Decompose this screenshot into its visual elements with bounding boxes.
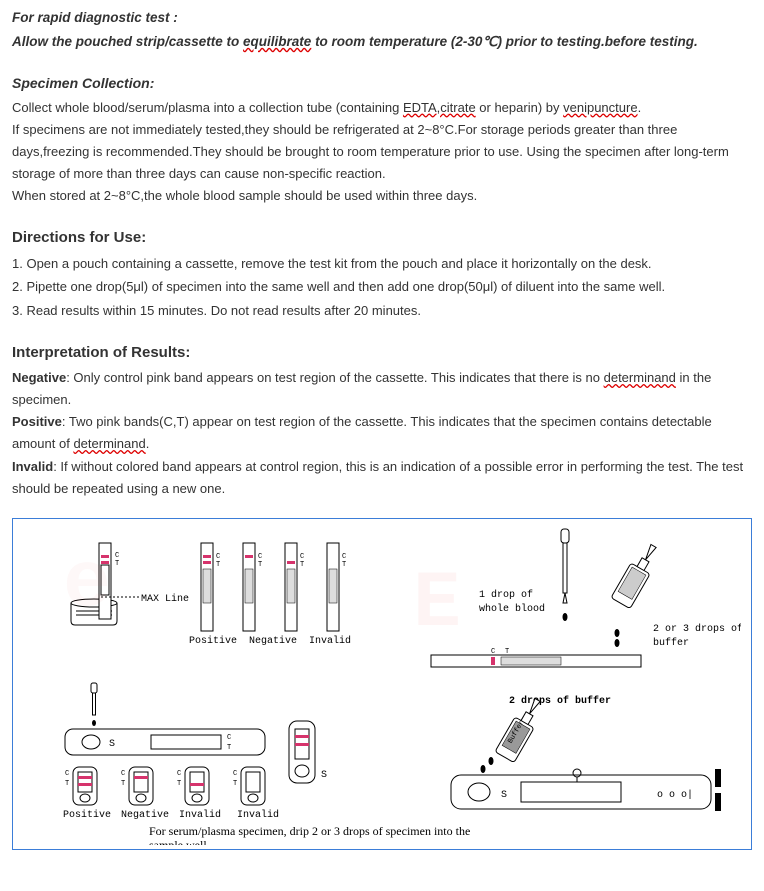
diagram-container: E e C T MAX Line C T: [12, 518, 752, 850]
svg-text:T: T: [121, 780, 125, 788]
interp-head: Interpretation of Results:: [12, 344, 752, 361]
svg-text:T: T: [177, 780, 181, 788]
cassette-long-icon: S C T: [65, 729, 265, 755]
sp1c: .: [638, 100, 642, 115]
equilibrate-word: equilibrate: [243, 34, 311, 49]
diagram-footer-2: sample well.: [149, 838, 210, 845]
svg-text:C: C: [491, 648, 495, 656]
edta-word: EDTA,citrate: [403, 100, 476, 115]
buffer23-lbl: 2 or 3 drops of: [653, 623, 741, 635]
inv-a: : If without colored band appears at con…: [12, 459, 743, 496]
directions-head: Directions for Use:: [12, 229, 752, 246]
dir-2: 2. Pipette one drop(5μl) of specimen int…: [12, 275, 752, 298]
intro-title: For rapid diagnostic test :: [12, 8, 752, 28]
intro-b: to room temperature (2-30℃) prior to tes…: [311, 34, 697, 49]
dir-1: 1. Open a pouch containing a cassette, r…: [12, 252, 752, 275]
svg-text:T: T: [227, 744, 231, 752]
svg-text:T: T: [115, 560, 119, 568]
buffer23-lbl-2: buffer: [653, 637, 689, 649]
svg-text:S: S: [501, 790, 507, 801]
strip-invalid1-icon: C T: [285, 543, 304, 631]
cas-inv1-lbl: Invalid: [179, 809, 221, 821]
venipuncture-word: venipuncture: [563, 100, 637, 115]
specimen-head: Specimen Collection:: [12, 75, 752, 91]
svg-text:T: T: [233, 780, 237, 788]
buffer-drop-2: [615, 639, 620, 647]
cas-pos-lbl: Positive: [63, 809, 111, 821]
diagram-svg: C T MAX Line C T C T C T: [21, 525, 741, 845]
cas-neg-lbl: Negative: [121, 809, 169, 821]
svg-text:S: S: [321, 770, 327, 781]
buffer2-drop-1: [489, 757, 494, 765]
svg-text:T: T: [342, 561, 346, 569]
svg-text:T: T: [65, 780, 69, 788]
neg-label: Negative: [12, 370, 66, 385]
intro-a: Allow the pouched strip/cassette to: [12, 34, 243, 49]
determinand-2: determinand: [73, 436, 145, 451]
strip-pos-lbl: Positive: [189, 635, 237, 647]
buffer-drop-1: [615, 629, 620, 637]
buffer-bottle-icon: [611, 540, 663, 608]
long-strip-icon: C T: [431, 648, 641, 667]
cassette-short-icon: S: [289, 721, 327, 783]
sp1b: or heparin) by: [476, 100, 563, 115]
svg-text:C: C: [216, 553, 220, 561]
intro-body: Allow the pouched strip/cassette to equi…: [12, 32, 752, 52]
interp-pos: Positive: Two pink bands(C,T) appear on …: [12, 411, 752, 455]
svg-text:C: C: [177, 770, 181, 778]
dropper-icon: [561, 529, 569, 621]
determinand-1: determinand: [604, 370, 676, 385]
drop-whole-lbl: 1 drop of: [479, 589, 533, 601]
specimen-p2: If specimens are not immediately tested,…: [12, 119, 752, 185]
svg-text:T: T: [258, 561, 262, 569]
strip-positive-icon: C T: [201, 543, 220, 631]
cassette-dropper-icon: [91, 683, 97, 726]
svg-text:S: S: [109, 739, 115, 750]
svg-text:o o o|: o o o|: [657, 789, 693, 801]
strip-neg-lbl: Negative: [249, 635, 297, 647]
svg-text:C: C: [258, 553, 262, 561]
interp-neg: Negative: Only control pink band appears…: [12, 367, 752, 411]
buffer2-lbl: 2 drops of buffer: [509, 695, 611, 707]
strip-invalid2-icon: C T: [327, 543, 346, 631]
cassette-inv2-icon: C T: [233, 767, 265, 805]
specimen-p3: When stored at 2~8°C,the whole blood sam…: [12, 185, 752, 207]
svg-text:T: T: [300, 561, 304, 569]
svg-text:C: C: [115, 552, 119, 560]
interp-inv: Invalid: If without colored band appears…: [12, 456, 752, 500]
max-line-label: MAX Line: [141, 593, 189, 605]
cassette-big-icon: S o o o|: [451, 769, 721, 811]
sp1a: Collect whole blood/serum/plasma into a …: [12, 100, 403, 115]
buffer2-drop-2: [481, 765, 486, 773]
svg-text:C: C: [227, 734, 231, 742]
svg-text:C: C: [342, 553, 346, 561]
neg-a: : Only control pink band appears on test…: [66, 370, 603, 385]
svg-text:C: C: [233, 770, 237, 778]
pos-b: .: [146, 436, 150, 451]
drop-whole-lbl-2: whole blood: [479, 603, 545, 615]
cassette-pos-icon: C T: [65, 767, 97, 805]
strip-inv-lbl: Invalid: [309, 635, 351, 647]
pos-label: Positive: [12, 414, 62, 429]
dir-3: 3. Read results within 15 minutes. Do no…: [12, 299, 752, 322]
cassette-neg-icon: C T: [121, 767, 153, 805]
cassette-inv1-icon: C T: [177, 767, 209, 805]
svg-text:C: C: [65, 770, 69, 778]
inv-label: Invalid: [12, 459, 53, 474]
cas-inv2-lbl: Invalid: [237, 809, 279, 821]
svg-text:T: T: [216, 561, 220, 569]
dipped-strip-icon: C T: [99, 543, 139, 619]
strip-negative-icon: C T: [243, 543, 262, 631]
svg-text:C: C: [300, 553, 304, 561]
specimen-p1: Collect whole blood/serum/plasma into a …: [12, 97, 752, 119]
svg-text:T: T: [505, 648, 509, 656]
diagram-footer-1: For serum/plasma specimen, drip 2 or 3 d…: [149, 824, 470, 838]
svg-text:C: C: [121, 770, 125, 778]
